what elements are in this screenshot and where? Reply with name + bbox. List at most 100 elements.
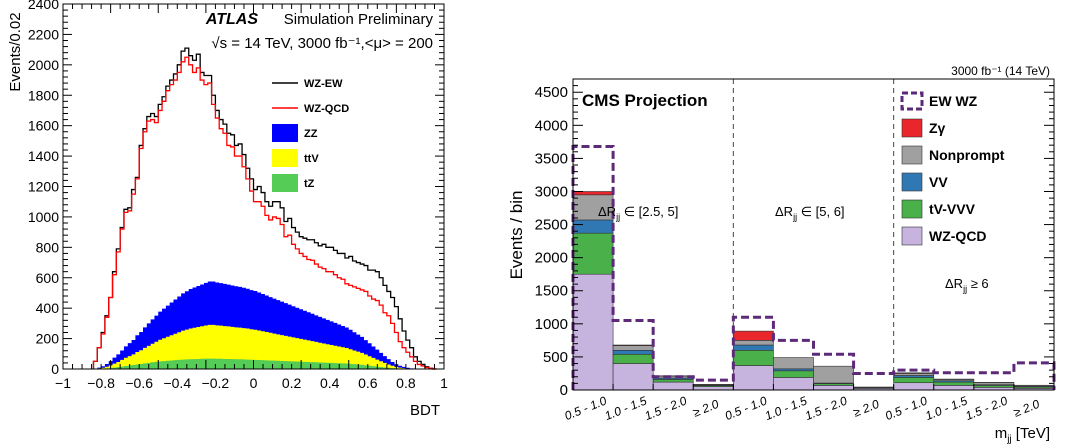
cms-bar-tv-vvv [612, 353, 654, 364]
atlas-hist-ttv [93, 324, 437, 369]
atlas-y-tick-label: 2400 [28, 0, 59, 12]
atlas-legend-swatch-tz [272, 174, 298, 192]
region-label-rest: ∈ [2.5, 5] [620, 204, 678, 219]
atlas-y-axis-title: Events/0.02 [7, 12, 24, 91]
cms-x-axis-unit: [TeV] [1012, 425, 1050, 442]
atlas-legend-label: WZ-EW [304, 78, 343, 90]
region-label-rest: ∈ [5, 6] [797, 204, 844, 219]
cms-bar-vv [572, 219, 614, 234]
cms-bar-zγ [612, 344, 654, 346]
atlas-x-tick-label: −0.2 [202, 375, 230, 391]
cms-x-tick-label: 1.5 - 2.0 [963, 393, 1009, 423]
cms-bar-nonprompt [612, 345, 654, 351]
cms-title: CMS Projection [582, 91, 708, 110]
atlas-x-tick-label: 0.2 [282, 375, 302, 391]
atlas-y-tick-label: 600 [36, 270, 60, 286]
atlas-y-tick-label: 2000 [28, 57, 59, 73]
cms-legend-label: VV [929, 174, 948, 190]
cms-bar-wz-qcd [773, 377, 814, 391]
cms-y-tick-label: 1500 [535, 283, 568, 300]
atlas-y-tick-label: 1200 [28, 179, 59, 195]
atlas-hist-tz [93, 358, 437, 369]
atlas-x-tick-label: 1 [440, 375, 448, 391]
cms-y-tick-label: 4500 [535, 84, 568, 101]
cms-bar-nonprompt [733, 340, 774, 346]
atlas-y-tick-label: 1000 [28, 209, 59, 225]
atlas-y-tick-label: 1800 [28, 87, 59, 103]
atlas-x-tick-label: 0.8 [396, 375, 416, 391]
atlas-x-tick-label: −0.6 [125, 375, 153, 391]
region-label-sub: jj [792, 212, 797, 222]
cms-bar-vv [733, 344, 774, 351]
cms-legend-swatch-wz-qcd [901, 226, 923, 246]
atlas-y-tick-label: 200 [36, 331, 60, 347]
atlas-info: √s = 14 TeV, 3000 fb⁻¹,<μ> = 200 [211, 35, 433, 52]
region-label-main: ΔR [775, 204, 793, 219]
cms-legend-label: tV-VVV [929, 201, 976, 217]
cms-x-tick-label: 1.5 - 2.0 [803, 393, 849, 423]
cms-x-tick-label: 1.0 - 1.5 [923, 393, 969, 423]
atlas-subtitle: Simulation Preliminary [284, 11, 434, 28]
atlas-x-tick-label: 0.4 [320, 375, 340, 391]
cms-plot-area [571, 79, 1056, 391]
atlas-line-wz-qcd [92, 56, 437, 370]
atlas-y-tick-label: 1600 [28, 118, 59, 134]
cms-bar-wz-qcd [933, 385, 975, 391]
cms-bar-tv-vvv [773, 370, 814, 378]
atlas-legend-label: ttV [304, 153, 319, 165]
cms-x-tick-label: 0.5 - 1.0 [883, 393, 929, 423]
cms-legend: EW WZ Zγ Nonprompt VV tV-VVV WZ-QCD [900, 91, 1005, 246]
cms-x-tick-label: 1.0 - 1.5 [603, 393, 649, 423]
region-label-rest: ≥ 6 [967, 276, 989, 291]
cms-x-tick-label: ≥ 2.0 [851, 397, 881, 420]
cms-bar-tv-vvv [893, 377, 935, 384]
atlas-x-tick-label: 0.6 [358, 375, 378, 391]
atlas-legend-swatch-ttv [272, 149, 298, 167]
cms-bar-zγ [893, 372, 935, 374]
region-label-main: ΔR [598, 204, 616, 219]
cms-x-tick-label: 1.5 - 2.0 [643, 393, 689, 423]
cms-bar-tv-vvv [652, 379, 694, 383]
region-label-sub: jj [962, 284, 967, 294]
cms-x-axis-title: mjj [TeV] [995, 425, 1050, 445]
cms-bar-zγ [733, 330, 774, 341]
atlas-y-tick-label: 0 [51, 361, 59, 377]
cms-y-tick-label: 0 [560, 382, 568, 399]
cms-x-axis-main: m [995, 425, 1008, 442]
atlas-legend-swatch-zz [272, 124, 298, 142]
region-label-sub: jj [615, 212, 620, 222]
cms-bar-wz-qcd [893, 382, 935, 391]
cms-bar-nonprompt [572, 194, 614, 221]
cms-legend-label: Zγ [929, 120, 946, 136]
cms-mjj-chart: 0 500 1000 1500 2000 2500 3000 3500 4000 4500 0.5 … [507, 64, 1056, 445]
cms-y-tick-label: 3000 [535, 183, 568, 200]
cms-x-tick-label: 0.5 - 1.0 [723, 393, 769, 423]
cms-bar-wz-qcd [572, 273, 614, 391]
atlas-y-tick-label: 800 [36, 239, 60, 255]
cms-legend-swatch-tv-vvv [901, 199, 923, 219]
cms-bar-tv-vvv [572, 232, 614, 275]
atlas-x-tick-label: −1 [55, 375, 71, 391]
cms-x-axis-sub: jj [1006, 434, 1011, 445]
cms-legend-label: WZ-QCD [929, 228, 987, 244]
cms-lumi: 3000 fb⁻¹ (14 TeV) [951, 64, 1050, 78]
cms-bar-wz-qcd [733, 365, 774, 391]
atlas-x-axis-title: BDT [410, 402, 440, 419]
cms-region-labels: ΔRjj ∈ [2.5, 5] ΔRjj ∈ [5, 6]ΔRjj ≥ 6 [598, 204, 989, 294]
cms-bar-wz-qcd [813, 385, 854, 391]
cms-bar-nonprompt [773, 357, 814, 370]
cms-legend-swatch-nonprompt [901, 145, 923, 165]
cms-x-tick-label: 0.5 - 1.0 [563, 393, 609, 423]
atlas-line-wz-ew [92, 47, 437, 370]
cms-y-tick-label: 1000 [535, 316, 568, 333]
cms-y-axis-title: Events / bin [507, 191, 526, 280]
cms-legend-label: Nonprompt [929, 147, 1005, 163]
atlas-x-tick-label: −0.4 [163, 375, 191, 391]
cms-bar-tv-vvv [733, 349, 774, 366]
atlas-legend-label: ZZ [304, 128, 318, 140]
cms-region-label: ΔRjj ∈ [5, 6] [775, 204, 845, 222]
cms-bar-vv [612, 349, 654, 355]
cms-line-ew-wz [571, 144, 1056, 390]
atlas-y-tick-label: 2200 [28, 26, 59, 42]
